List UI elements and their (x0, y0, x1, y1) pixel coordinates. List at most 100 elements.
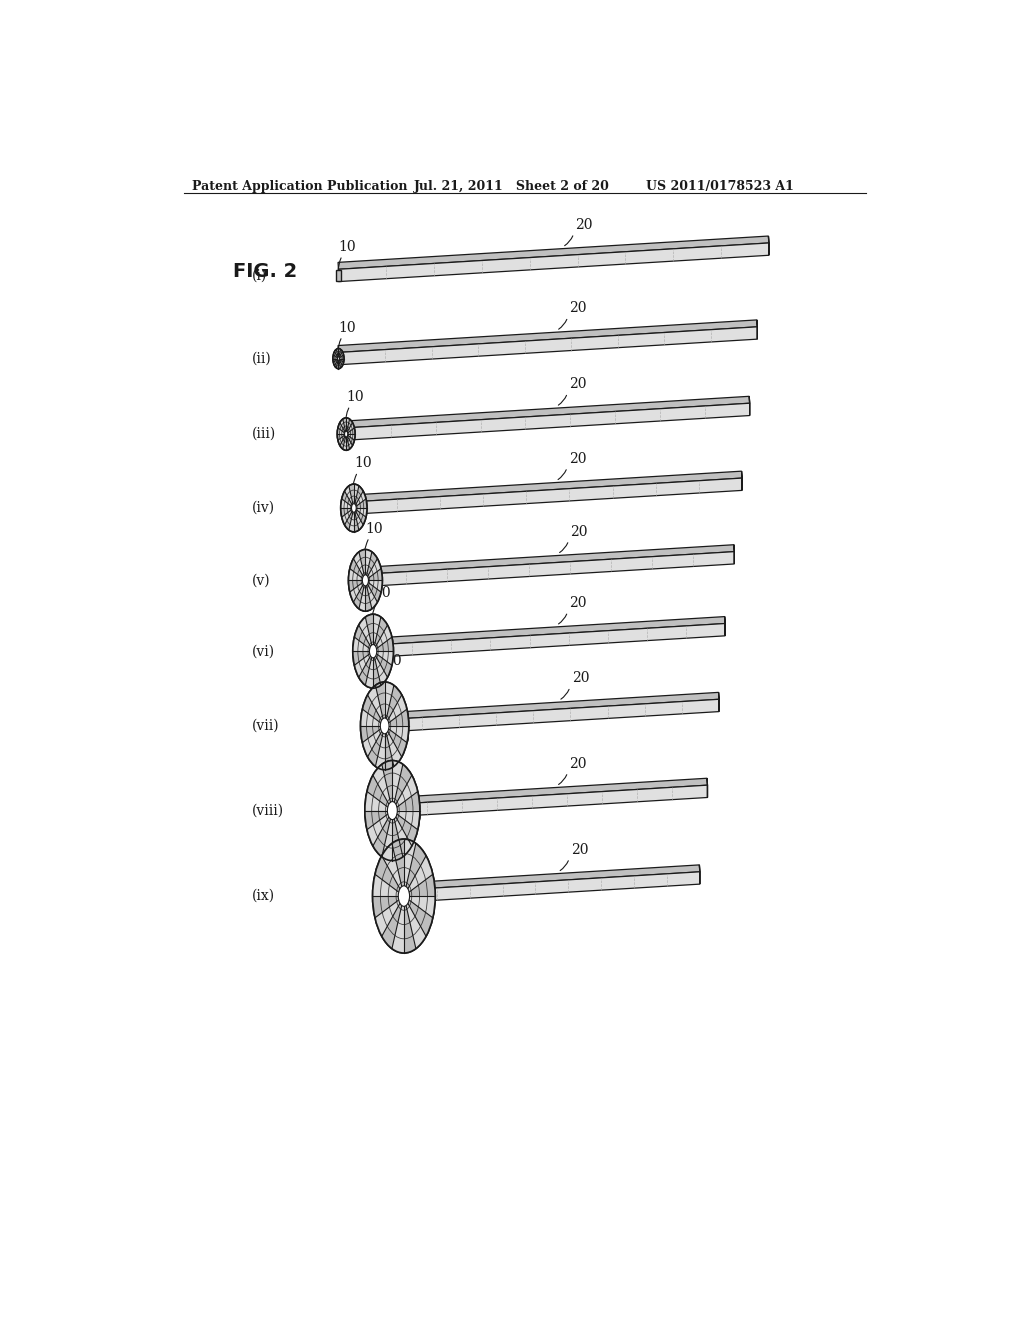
Polygon shape (365, 810, 392, 830)
Polygon shape (343, 434, 346, 450)
Text: 10: 10 (392, 733, 410, 747)
Ellipse shape (373, 840, 435, 953)
Polygon shape (392, 760, 402, 810)
Polygon shape (403, 865, 699, 890)
Polygon shape (403, 896, 426, 949)
Polygon shape (346, 434, 355, 441)
Polygon shape (353, 552, 366, 581)
Polygon shape (340, 434, 346, 449)
Polygon shape (354, 626, 373, 651)
Polygon shape (373, 651, 393, 665)
Polygon shape (373, 616, 387, 651)
Polygon shape (392, 810, 402, 861)
Polygon shape (373, 614, 381, 651)
Polygon shape (366, 552, 378, 581)
Polygon shape (376, 682, 385, 726)
Text: (ii): (ii) (252, 351, 272, 366)
Polygon shape (385, 726, 401, 767)
Text: 20: 20 (569, 378, 587, 391)
Polygon shape (335, 359, 339, 368)
Polygon shape (373, 651, 392, 677)
Polygon shape (350, 558, 366, 581)
Polygon shape (346, 418, 349, 434)
Ellipse shape (333, 348, 344, 368)
Polygon shape (341, 499, 354, 508)
Polygon shape (365, 545, 734, 574)
Text: 20: 20 (569, 756, 587, 771)
Polygon shape (354, 508, 358, 532)
Polygon shape (346, 434, 349, 450)
Polygon shape (362, 694, 385, 726)
Polygon shape (354, 508, 364, 531)
Text: Jul. 21, 2011   Sheet 2 of 20: Jul. 21, 2011 Sheet 2 of 20 (414, 180, 610, 193)
Text: 20: 20 (571, 672, 589, 685)
Ellipse shape (338, 356, 339, 360)
Polygon shape (375, 855, 403, 896)
Polygon shape (373, 764, 392, 810)
Polygon shape (346, 420, 352, 434)
Text: 20: 20 (570, 524, 588, 539)
Polygon shape (382, 760, 392, 810)
Polygon shape (366, 549, 372, 581)
Polygon shape (339, 350, 342, 359)
Polygon shape (335, 350, 339, 359)
Text: (vii): (vii) (252, 719, 280, 733)
Text: 20: 20 (568, 451, 587, 466)
Polygon shape (341, 508, 354, 517)
Polygon shape (392, 792, 420, 810)
Ellipse shape (362, 574, 369, 586)
Polygon shape (350, 581, 366, 602)
Polygon shape (354, 508, 366, 525)
Polygon shape (353, 638, 373, 651)
Text: (ix): (ix) (252, 890, 275, 903)
Polygon shape (382, 843, 403, 896)
Polygon shape (353, 581, 366, 609)
Polygon shape (403, 896, 416, 953)
Polygon shape (339, 359, 341, 368)
Text: 20: 20 (569, 595, 587, 610)
Polygon shape (403, 874, 435, 896)
Polygon shape (333, 359, 339, 363)
Polygon shape (403, 855, 433, 896)
Polygon shape (336, 348, 339, 359)
Polygon shape (339, 359, 344, 363)
Polygon shape (342, 491, 354, 508)
Polygon shape (366, 552, 734, 586)
Polygon shape (376, 726, 385, 770)
Polygon shape (373, 896, 403, 917)
Polygon shape (342, 508, 354, 525)
Polygon shape (337, 428, 346, 434)
Polygon shape (339, 348, 341, 359)
Polygon shape (359, 549, 366, 581)
Polygon shape (382, 810, 392, 861)
Polygon shape (339, 327, 758, 364)
Polygon shape (334, 351, 339, 359)
Polygon shape (366, 581, 372, 611)
Polygon shape (345, 486, 354, 508)
Polygon shape (343, 418, 346, 434)
Polygon shape (373, 626, 392, 651)
Polygon shape (368, 726, 385, 767)
Polygon shape (358, 651, 373, 685)
Polygon shape (385, 700, 719, 733)
Polygon shape (403, 896, 433, 936)
Ellipse shape (387, 801, 397, 820)
Polygon shape (403, 896, 435, 917)
Polygon shape (338, 319, 758, 352)
Polygon shape (362, 726, 385, 756)
Polygon shape (392, 775, 418, 810)
Text: (iii): (iii) (252, 428, 276, 441)
Polygon shape (403, 843, 426, 896)
Polygon shape (349, 484, 354, 508)
Polygon shape (346, 396, 750, 428)
Polygon shape (366, 651, 373, 688)
Polygon shape (346, 422, 354, 434)
Ellipse shape (360, 682, 409, 770)
Polygon shape (375, 896, 403, 936)
Polygon shape (348, 569, 366, 581)
Polygon shape (367, 775, 392, 810)
Polygon shape (365, 792, 392, 810)
Polygon shape (349, 508, 354, 532)
Polygon shape (385, 694, 407, 726)
Polygon shape (392, 810, 418, 846)
